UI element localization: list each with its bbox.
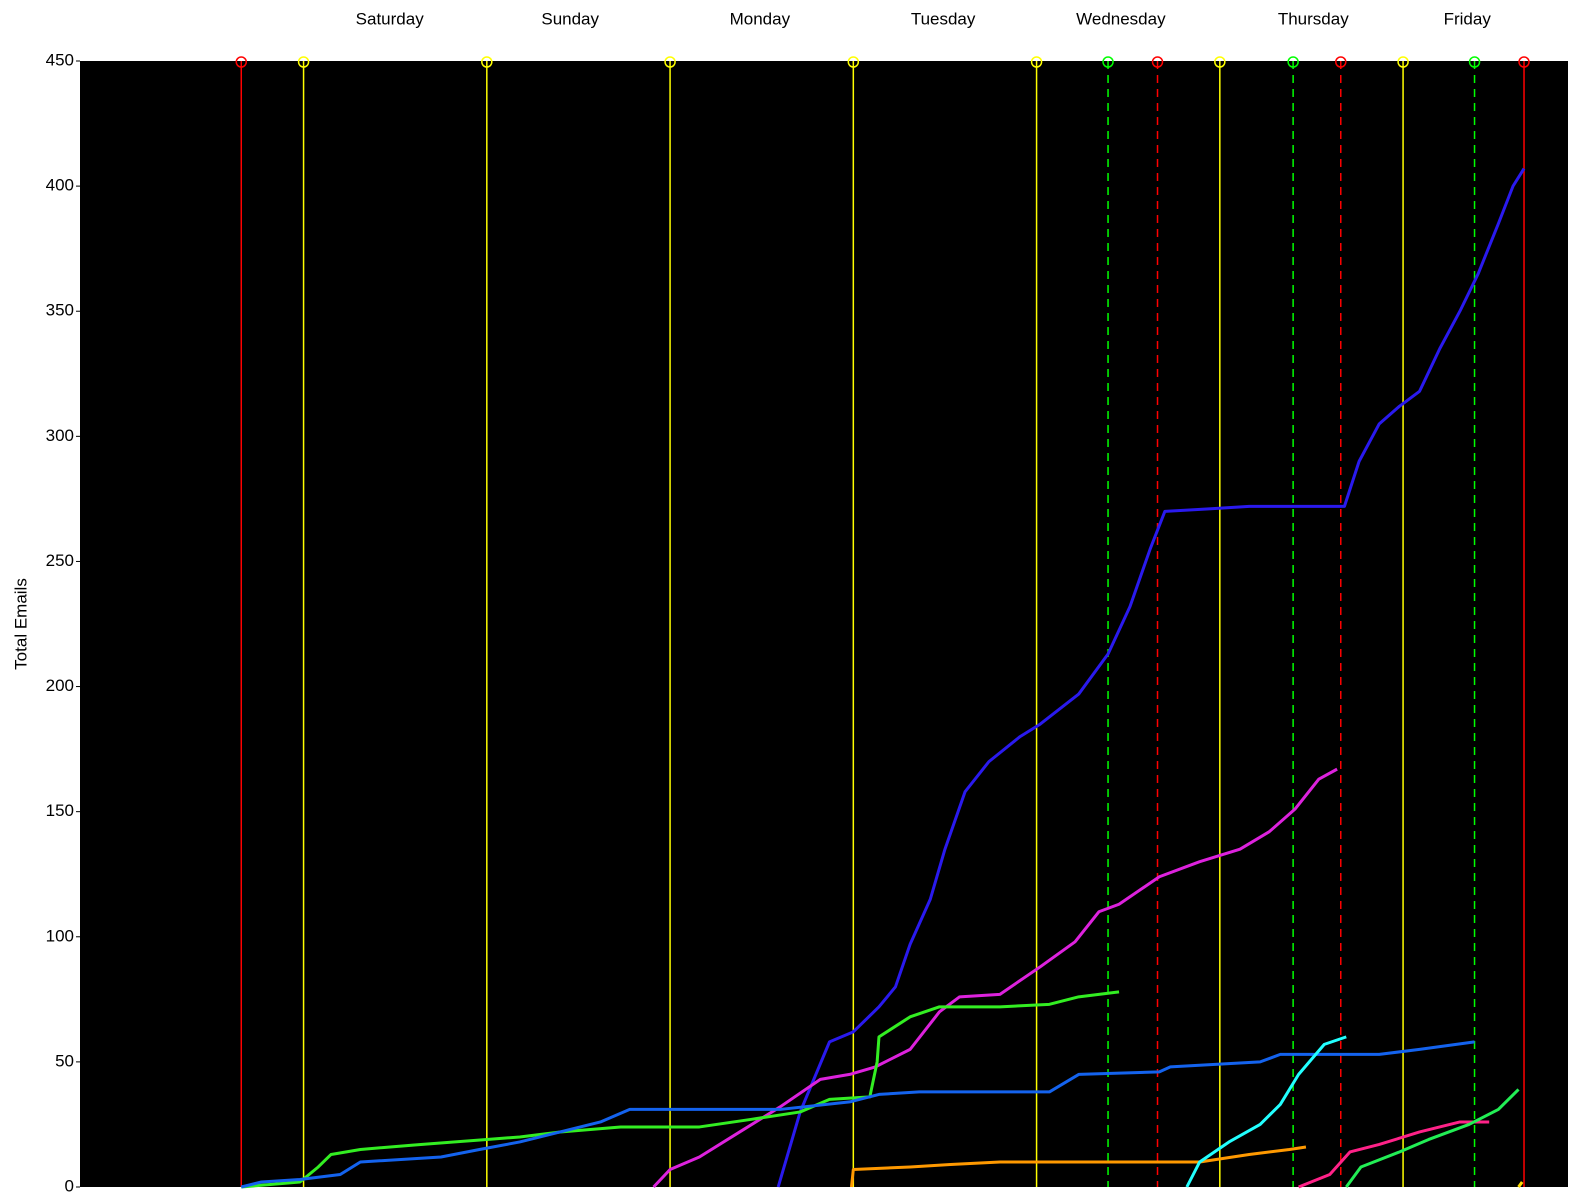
marker-circle xyxy=(1335,56,1347,68)
y-tick-label: 50 xyxy=(55,1051,74,1070)
x-tick-label: Friday xyxy=(1444,9,1492,28)
series-line xyxy=(1185,1035,1347,1188)
y-tick-label: 250 xyxy=(46,551,74,570)
y-tick-label: 450 xyxy=(46,50,74,69)
marker-circle xyxy=(847,56,860,68)
series-line xyxy=(849,1145,1307,1188)
series-line xyxy=(1298,1120,1490,1189)
marker-circle xyxy=(1151,56,1164,68)
series-line xyxy=(1345,1088,1520,1188)
marker-circle xyxy=(1214,56,1226,68)
y-tick-label: 300 xyxy=(46,426,74,445)
marker-circle xyxy=(235,56,248,68)
x-tick-label: Tuesday xyxy=(911,9,976,28)
x-tick-label: Wednesday xyxy=(1076,9,1166,28)
y-tick-label: 350 xyxy=(46,301,74,320)
marker-circle xyxy=(297,56,310,68)
marker-circle xyxy=(664,56,676,68)
y-tick-label: 100 xyxy=(46,926,74,945)
y-axis-label: Total Emails xyxy=(11,578,30,670)
y-tick-label: 0 xyxy=(65,1176,74,1192)
marker-circle xyxy=(1468,56,1481,68)
marker-circle xyxy=(1397,56,1409,68)
marker-circle xyxy=(1030,56,1043,68)
x-tick-label: Sunday xyxy=(541,9,599,28)
marker-circle xyxy=(481,56,493,68)
series-line xyxy=(776,167,1526,1188)
y-tick-label: 150 xyxy=(46,801,74,820)
y-tick-label: 400 xyxy=(46,176,74,195)
y-tick-label: 200 xyxy=(46,676,74,695)
series-line xyxy=(241,990,1120,1189)
plot-area xyxy=(80,61,1568,1187)
series-line xyxy=(240,1040,1475,1189)
marker-circle xyxy=(1287,56,1299,68)
x-tick-label: Monday xyxy=(730,9,791,28)
marker-circle xyxy=(1102,56,1114,68)
series-line xyxy=(652,767,1338,1189)
x-tick-label: Thursday xyxy=(1278,9,1349,28)
marker-circle xyxy=(1518,56,1530,68)
x-tick-label: Saturday xyxy=(356,9,425,28)
series-line xyxy=(1517,1181,1524,1188)
